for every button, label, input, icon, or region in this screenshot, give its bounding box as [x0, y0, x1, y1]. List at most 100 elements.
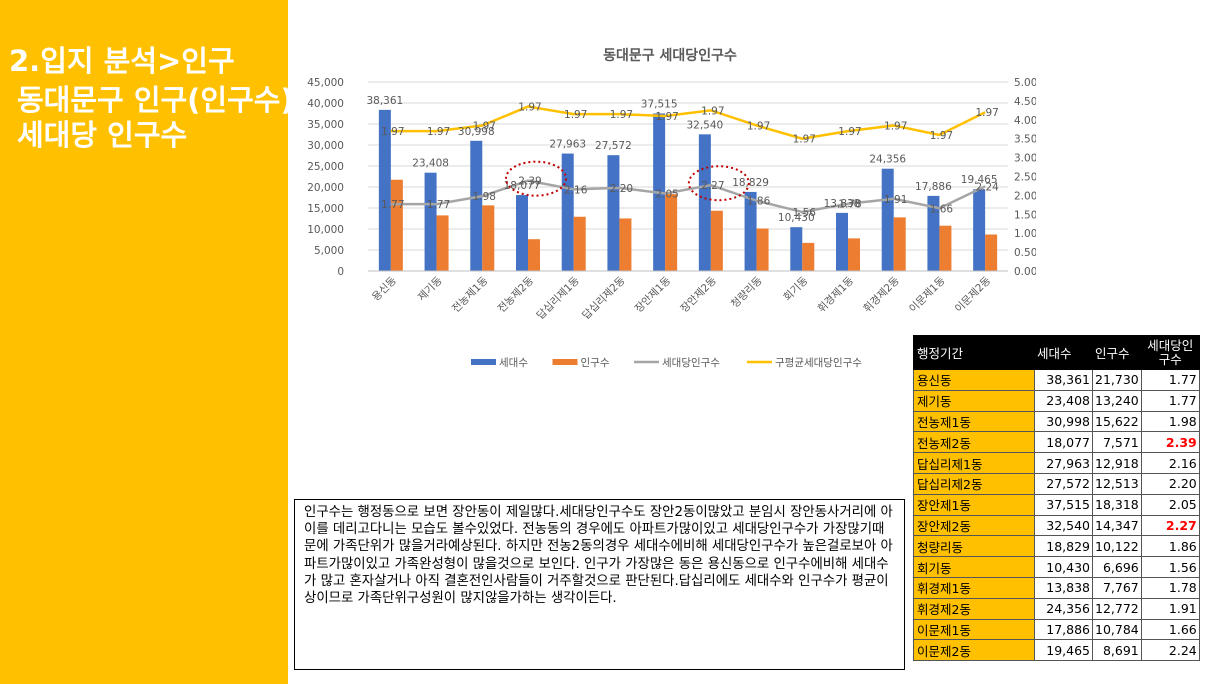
x-tick-label: 제기동: [416, 274, 445, 303]
line-data-label: 1.97: [610, 109, 633, 121]
x-tick-label: 청량리동: [729, 274, 765, 310]
x-tick-label: 용신동: [370, 274, 399, 303]
line-data-label: 1.77: [427, 199, 450, 211]
y-right-tick-label: 3.50: [1014, 134, 1036, 146]
highlight-circle: [505, 160, 567, 197]
bar-population: [390, 179, 403, 271]
district-name-cell: 장안제2동: [913, 514, 1035, 537]
per-household-cell: 1.56: [1140, 556, 1200, 578]
heading-line-3: 세대당 인구수: [17, 118, 188, 152]
population-cell: 7,767: [1092, 576, 1142, 599]
line-data-label: 1.97: [473, 120, 496, 132]
table-row: 휘경제2동 24,356 12,772 1.91: [913, 597, 1200, 620]
line-data-label: 1.91: [884, 194, 907, 206]
bar-households: [378, 109, 391, 272]
y-left-tick-label: 20,000: [307, 182, 344, 194]
bar-data-label: 37,515: [641, 98, 678, 110]
x-tick-label: 답십리제1동: [534, 274, 582, 322]
household-population-chart: 동대문구 세대당인구수 38,36123,40830,99818,07727,9…: [307, 47, 1036, 369]
bar-households: [516, 195, 528, 271]
population-cell: 7,571: [1092, 431, 1142, 454]
line-data-label: 1.97: [427, 126, 450, 138]
y-right-tick-label: 0.00: [1014, 266, 1036, 278]
line-data-label: 1.66: [930, 203, 954, 215]
district-name-cell: 휘경제1동: [913, 576, 1035, 599]
x-tick-label: 답십리제2동: [580, 274, 628, 322]
line-data-label: 1.97: [381, 126, 404, 138]
line-data-label: 1.97: [518, 102, 541, 114]
legend-label: 세대수: [499, 357, 528, 369]
legend-swatch: [471, 359, 496, 365]
line-data-label: 1.97: [747, 120, 770, 132]
bar-households: [698, 134, 711, 271]
bar-households: [790, 227, 803, 271]
x-tick-label: 이문제2동: [953, 274, 994, 315]
line-data-label: 1.98: [473, 191, 496, 203]
households-cell: 23,408: [1034, 389, 1093, 412]
legend-swatch: [552, 359, 578, 365]
header-households: 세대수: [1034, 335, 1093, 370]
bar-households: [470, 140, 483, 271]
heading-line-1: 2.입지 분석>인구: [9, 44, 235, 78]
header-district: 행정기간: [913, 335, 1035, 370]
per-household-cell: 2.24: [1140, 639, 1200, 662]
bar-data-label: 13,838: [824, 198, 861, 210]
per-household-cell: 1.77: [1140, 369, 1200, 391]
line-data-label: 1.97: [930, 130, 953, 142]
population-cell: 12,513: [1092, 472, 1142, 495]
line-data-label: 2.20: [610, 183, 633, 195]
table-row: 전농제1동 30,998 15,622 1.98: [913, 410, 1200, 433]
bar-data-label: 32,540: [686, 119, 723, 131]
bar-data-label: 10,430: [778, 212, 815, 224]
legend-label: 세대당인구수: [662, 357, 720, 369]
district-name-cell: 장안제1동: [913, 493, 1035, 516]
district-name-cell: 답십리제1동: [913, 452, 1035, 474]
population-cell: 14,347: [1092, 514, 1142, 537]
y-left-tick-label: 10,000: [307, 224, 344, 236]
header-per-household: 세대당인구수: [1140, 335, 1200, 370]
population-cell: 13,240: [1092, 389, 1142, 412]
line-data-label: 1.86: [747, 196, 771, 208]
households-cell: 30,998: [1034, 410, 1093, 433]
per-household-cell: 2.16: [1140, 452, 1200, 474]
table-row: 전농제2동 18,077 7,571 2.39: [913, 431, 1200, 454]
line-data-label: 1.78: [838, 199, 861, 211]
x-tick-label: 전농제1동: [450, 274, 491, 315]
x-tick-label: 전농제2동: [496, 274, 537, 315]
per-household-cell: 2.39: [1140, 431, 1200, 454]
district-name-cell: 전농제1동: [913, 410, 1035, 433]
table-row: 이문제2동 19,465 8,691 2.24: [913, 639, 1200, 662]
bar-population: [436, 215, 449, 271]
legend-label: 인구수: [581, 357, 610, 369]
x-tick-label: 회기동: [781, 274, 810, 303]
per-household-cell: 2.27: [1140, 514, 1200, 537]
y-left-tick-label: 30,000: [307, 140, 344, 152]
y-right-tick-label: 1.00: [1014, 228, 1036, 240]
y-right-tick-label: 5.00: [1014, 77, 1036, 89]
households-cell: 24,356: [1034, 597, 1093, 620]
district-name-cell: 휘경제2동: [913, 597, 1035, 620]
per-household-cell: 1.78: [1140, 576, 1200, 599]
households-cell: 13,838: [1034, 576, 1093, 599]
line-data-label: 1.97: [975, 107, 998, 119]
district-name-cell: 제기동: [913, 389, 1035, 412]
table-row: 휘경제1동 13,838 7,767 1.78: [913, 576, 1200, 599]
bar-population: [939, 225, 952, 271]
x-tick-label: 휘경제1동: [815, 274, 856, 315]
population-cell: 10,122: [1092, 535, 1142, 558]
x-tick-label: 장안제1동: [633, 274, 674, 315]
table-row: 용신동 38,361 21,730 1.77: [913, 369, 1200, 391]
line-data-label: 1.77: [381, 199, 404, 211]
bar-data-label: 38,361: [366, 95, 403, 107]
district-name-cell: 회기동: [913, 556, 1035, 578]
bar-data-label: 17,886: [915, 181, 952, 193]
bar-population: [985, 234, 998, 271]
bar-households: [744, 191, 757, 271]
table-row: 장안제1동 37,515 18,318 2.05: [913, 493, 1200, 516]
x-tick-label: 이문제1동: [907, 274, 948, 315]
line-data-label: 1.97: [655, 111, 678, 123]
bar-data-label: 30,998: [458, 126, 495, 138]
district-name-cell: 용신동: [913, 369, 1035, 391]
per-household-cell: 2.05: [1140, 493, 1200, 516]
district-table: 행정기간 세대수 인구수 세대당인구수 용신동 38,361 21,730 1.77 제…: [913, 335, 1200, 662]
